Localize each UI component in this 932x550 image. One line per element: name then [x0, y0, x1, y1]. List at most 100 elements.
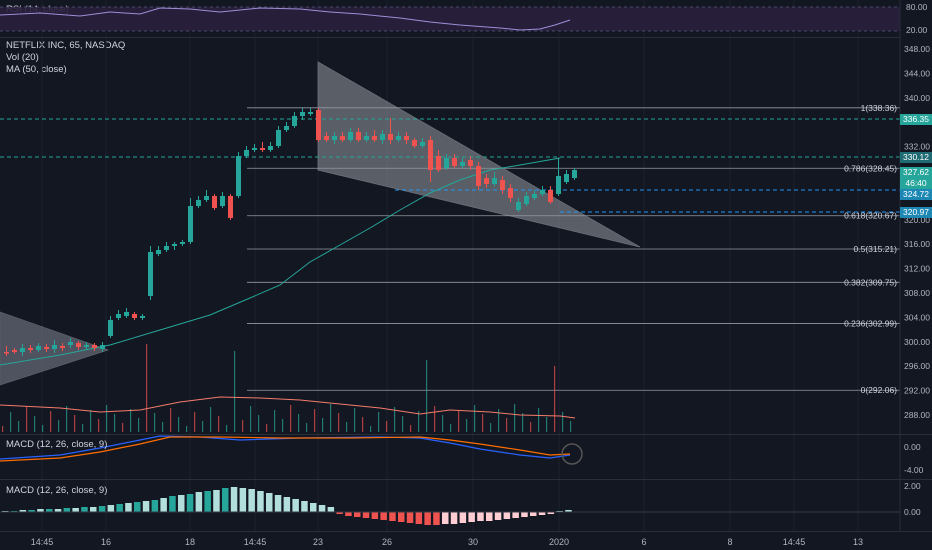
macd1-tick: -4.00 — [904, 465, 924, 475]
price-badge: 320.97 — [900, 207, 932, 218]
candle-body — [372, 136, 377, 140]
time-tick: 8 — [727, 537, 733, 547]
volume-label[interactable]: Vol (20) — [6, 52, 39, 63]
histogram-bar — [380, 512, 387, 520]
volume-bar — [322, 418, 324, 432]
candle-body — [228, 196, 233, 218]
volume-bar — [226, 425, 228, 432]
candle-body — [540, 190, 545, 194]
volume-bar — [490, 423, 492, 432]
candle-body — [300, 112, 305, 116]
macd2-label[interactable]: MACD (12, 26, close, 9) — [6, 485, 108, 496]
candle-body — [44, 347, 49, 349]
pane-separator[interactable] — [0, 37, 932, 38]
volume-bar — [506, 418, 508, 432]
volume-bar — [210, 407, 212, 432]
histogram-bar — [151, 500, 159, 512]
price-tick: 312.00 — [904, 264, 930, 274]
candle-body — [116, 314, 121, 318]
symbol-label[interactable]: NETFLIX INC, 65, NASDAQ — [6, 40, 126, 51]
candle-body — [220, 196, 225, 206]
candle-body — [476, 166, 481, 186]
macd2-tick: 0.00 — [904, 507, 921, 517]
histogram-bar — [406, 512, 414, 523]
volume-bar — [194, 412, 196, 432]
macd-highlight-circle — [561, 443, 583, 465]
candle-body — [452, 158, 457, 166]
histogram-bar — [28, 510, 35, 512]
price-tick: 348.00 — [904, 44, 930, 54]
candle-body — [204, 196, 209, 200]
pane-separator — [0, 434, 932, 435]
time-tick: 14:45 — [782, 537, 806, 547]
volume-bar — [130, 409, 132, 432]
volume-bar — [290, 405, 292, 432]
histogram-bar — [107, 505, 115, 512]
volume-bar — [410, 425, 412, 432]
price-tick: 300.00 — [904, 337, 930, 347]
fib-level-label: 0(292.06) — [861, 385, 898, 395]
time-axis[interactable]: 14:45 16 18 14:45 23 26 30 2020 6 8 14:4… — [0, 532, 932, 550]
candle-body — [20, 348, 25, 352]
ma-label[interactable]: MA (50, close) — [6, 64, 67, 75]
time-tick: 26 — [381, 537, 393, 547]
candle-body — [396, 136, 401, 140]
histogram-bar — [142, 501, 150, 512]
volume-bar — [18, 421, 20, 432]
macd1-label[interactable]: MACD (12, 26, close, 9) — [6, 439, 108, 450]
candle-body — [92, 345, 97, 348]
candle-body — [140, 316, 145, 318]
candle-body — [428, 140, 433, 170]
time-tick: 18 — [184, 537, 196, 547]
price-axis[interactable] — [900, 0, 932, 532]
volume-bar — [418, 411, 420, 432]
candle-body — [308, 112, 313, 114]
falling-wedge-pattern[interactable] — [317, 61, 641, 248]
candle-body — [28, 348, 33, 350]
candle-body — [212, 196, 217, 208]
price-tick: 296.00 — [904, 361, 930, 371]
histogram-bar — [503, 512, 511, 519]
fib-level-label: 0.5(315.21) — [854, 244, 898, 254]
histogram-bar — [134, 502, 141, 512]
histogram-bar — [54, 509, 62, 512]
histogram-bar — [521, 512, 528, 517]
histogram-bar — [169, 496, 176, 512]
volume-bar — [66, 406, 68, 432]
volume-bar — [554, 366, 556, 432]
volume-bar — [122, 423, 124, 432]
candle-body — [100, 345, 105, 349]
histogram-bar — [468, 512, 475, 522]
volume-bar — [10, 412, 12, 432]
histogram-bar — [230, 487, 238, 512]
histogram-bar — [72, 508, 79, 512]
volume-bar — [354, 408, 356, 432]
histogram-bar — [222, 488, 229, 512]
volume-bar — [522, 413, 524, 432]
candle-body — [356, 132, 361, 140]
volume-bar — [114, 414, 116, 432]
fibonacci-retracement[interactable]: 1(338.36) 0.786(328.45) 0.618(320.67) 0.5(3… — [247, 103, 900, 395]
candlestick-series[interactable] — [4, 108, 577, 356]
candle-body — [132, 314, 137, 318]
histogram-bar — [160, 498, 167, 512]
volume-bar — [530, 422, 532, 432]
main-price-pane[interactable]: NETFLIX INC, 65, NASDAQ Vol (20) MA (50,… — [0, 38, 900, 434]
histogram-bar — [450, 512, 458, 524]
time-tick: 14:45 — [243, 537, 267, 547]
histogram-bar — [213, 490, 220, 512]
volume-bar — [186, 426, 188, 432]
time-tick: 2020 — [548, 537, 570, 547]
volume-bar — [154, 413, 156, 432]
macd-histogram — [2, 487, 572, 525]
candle-body — [412, 140, 417, 146]
candle-body — [52, 345, 57, 349]
histogram-bar — [239, 488, 247, 512]
candle-body — [548, 190, 553, 202]
volume-bar — [74, 415, 76, 432]
candle-body — [468, 160, 473, 166]
volume-bar — [82, 424, 84, 432]
volume-bar — [90, 410, 92, 432]
rsi-band — [0, 7, 900, 31]
